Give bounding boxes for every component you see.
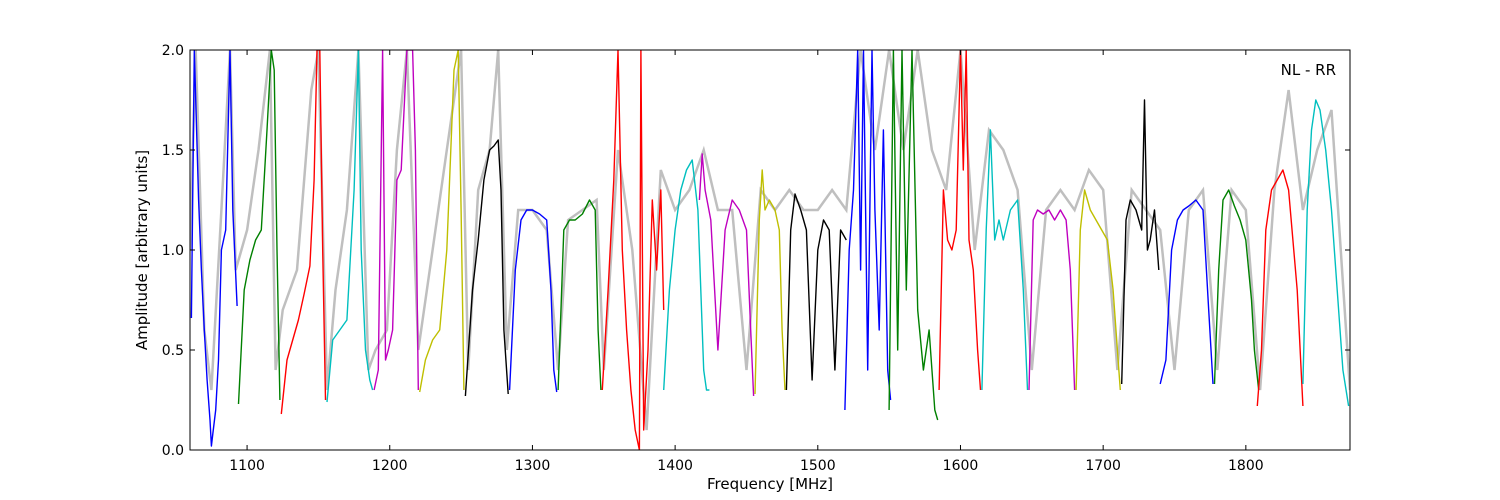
ticks-layer: 1100 1200 1300 1400 1500 1600 1700 1800 0.0 0.5 1.… xyxy=(162,43,1350,474)
series-line-3 xyxy=(280,50,327,415)
background-series-layer xyxy=(190,50,1350,431)
series-line-22 xyxy=(1159,199,1214,385)
series-line-7 xyxy=(464,139,509,397)
series-line-13 xyxy=(754,169,786,395)
series-line-5 xyxy=(373,50,419,391)
series-line-1 xyxy=(190,50,238,447)
chart-annotation: NL - RR xyxy=(1281,61,1336,79)
y-tick-label: 0.0 xyxy=(162,443,184,459)
x-axis-label: Frequency [MHz] xyxy=(707,475,833,493)
series-line-2 xyxy=(237,50,281,405)
y-tick-label: 0.5 xyxy=(162,343,184,359)
series-layer xyxy=(190,50,1350,450)
y-tick-label: 1.5 xyxy=(162,143,184,159)
series-line-10 xyxy=(601,50,665,450)
background-series-line xyxy=(190,50,1350,431)
series-line-20 xyxy=(1075,189,1121,391)
x-tick-label: 1600 xyxy=(943,458,979,474)
x-tick-label: 1400 xyxy=(657,458,693,474)
y-tick-label: 1.0 xyxy=(162,243,184,259)
series-line-21 xyxy=(1121,99,1160,385)
series-line-8 xyxy=(508,209,558,393)
x-tick-label: 1300 xyxy=(515,458,551,474)
series-line-9 xyxy=(557,199,602,391)
series-line-15 xyxy=(844,50,892,411)
y-axis-label: Amplitude [arbitrary units] xyxy=(133,150,151,350)
y-tick-label: 2.0 xyxy=(162,43,184,59)
x-tick-label: 1100 xyxy=(229,458,265,474)
x-tick-label: 1200 xyxy=(372,458,408,474)
series-line-25 xyxy=(1302,99,1350,407)
series-line-11 xyxy=(663,159,710,391)
series-line-16 xyxy=(888,50,939,421)
series-line-18 xyxy=(981,129,1029,391)
x-tick-label: 1800 xyxy=(1228,458,1264,474)
series-line-14 xyxy=(785,193,847,391)
series-line-19 xyxy=(1028,209,1076,391)
x-tick-label: 1700 xyxy=(1085,458,1121,474)
series-line-24 xyxy=(1256,169,1304,407)
series-line-17 xyxy=(938,50,982,391)
series-line-4 xyxy=(326,50,374,403)
series-line-12 xyxy=(698,153,755,397)
series-line-23 xyxy=(1213,189,1260,391)
series-line-6 xyxy=(419,50,465,393)
x-tick-label: 1500 xyxy=(800,458,836,474)
